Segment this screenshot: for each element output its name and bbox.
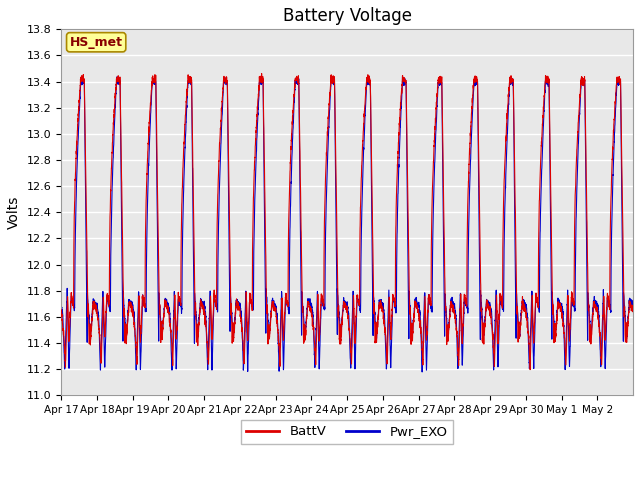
Pwr_EXO — [369, 263, 376, 269]
Pwr_EXO — [532, 295, 540, 301]
BattV — [532, 292, 540, 298]
BattV — [629, 307, 637, 312]
Y-axis label: Volts: Volts — [7, 196, 21, 229]
Pwr_EXO — [399, 81, 407, 87]
Pwr_EXO — [176, 301, 184, 307]
BattV — [176, 295, 184, 301]
Pwr_EXO — [504, 109, 512, 115]
Pwr_EXO — [419, 369, 426, 375]
BattV — [258, 71, 266, 76]
Pwr_EXO — [57, 300, 65, 306]
BattV — [399, 77, 407, 83]
Line: Pwr_EXO: Pwr_EXO — [61, 76, 633, 372]
Pwr_EXO — [547, 267, 555, 273]
Legend: BattV, Pwr_EXO: BattV, Pwr_EXO — [241, 420, 453, 444]
Pwr_EXO — [629, 299, 637, 304]
BattV — [526, 367, 534, 372]
BattV — [504, 99, 512, 105]
Pwr_EXO — [399, 73, 406, 79]
Line: BattV: BattV — [61, 73, 633, 370]
Title: Battery Voltage: Battery Voltage — [283, 7, 412, 25]
BattV — [547, 213, 555, 218]
Text: HS_met: HS_met — [70, 36, 123, 49]
BattV — [57, 307, 65, 312]
BattV — [369, 222, 376, 228]
